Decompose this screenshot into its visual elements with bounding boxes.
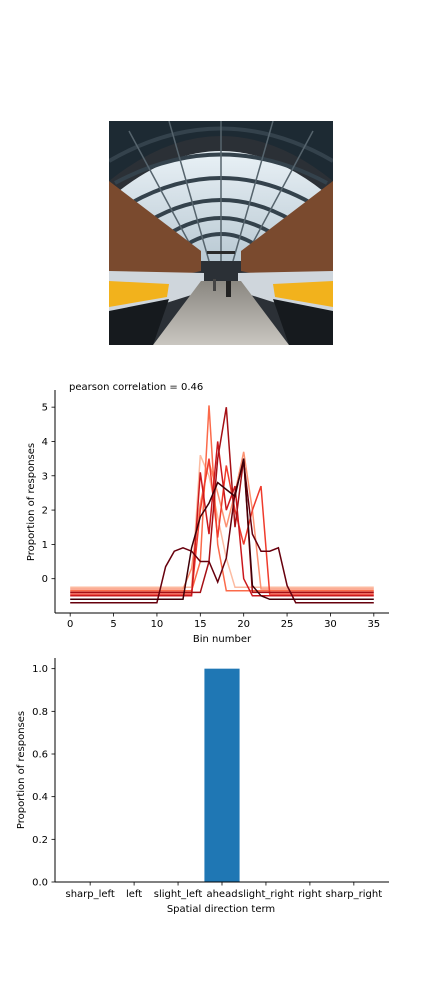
x-tick-label: left	[126, 889, 142, 900]
x-tick-label: 15	[194, 619, 207, 630]
y-tick-label: 1.0	[32, 664, 48, 675]
bar-ahead	[204, 668, 240, 882]
x-tick-label: 0	[67, 619, 73, 630]
line-chart-y-label: Proportion of responses	[26, 443, 37, 561]
y-tick-label: 0.2	[32, 835, 48, 846]
x-tick-label: 10	[151, 619, 164, 630]
y-tick-label: 0.0	[32, 878, 48, 889]
line-series-7	[70, 461, 374, 604]
x-tick-label: slight_right	[238, 889, 294, 900]
line-chart-x-label: Bin number	[193, 634, 252, 645]
bar-chart-y-ticks: 0.0 0.2 0.4 0.6 0.8 1.0	[32, 664, 55, 889]
line-series-3	[70, 405, 374, 592]
x-tick-label: sharp_left	[65, 889, 114, 900]
line-chart: pearson correlation = 0.46 0 5 10 15 20 25 30 3…	[26, 382, 389, 645]
train-station-photo	[109, 121, 333, 345]
x-tick-label: 35	[367, 619, 380, 630]
bar-chart-x-label: Spatial direction term	[167, 904, 275, 915]
x-tick-label: sharp_right	[326, 889, 383, 900]
line-chart-y-ticks: 0 1 2 3 4 5	[42, 403, 55, 585]
y-tick-label: 4	[42, 437, 48, 448]
line-series-2	[70, 451, 374, 590]
x-tick-label: 30	[324, 619, 337, 630]
line-series-5	[70, 441, 374, 597]
y-tick-label: 0.6	[32, 750, 48, 761]
line-chart-x-ticks: 0 5 10 15 20 25 30 35	[67, 613, 380, 630]
line-series-4	[70, 458, 374, 595]
y-tick-label: 1	[42, 540, 48, 551]
bar-chart: sharp_left left slight_left ahead slight_rig…	[16, 658, 389, 915]
bar-chart-y-label: Proportion of responses	[16, 711, 27, 829]
line-chart-title: pearson correlation = 0.46	[69, 382, 203, 393]
y-tick-label: 5	[42, 403, 48, 414]
y-tick-label: 0.4	[32, 792, 48, 803]
bar-chart-x-ticks: sharp_left left slight_left ahead slight_rig…	[65, 882, 382, 900]
line-series-1	[70, 454, 374, 589]
line-chart-series	[70, 405, 374, 604]
y-tick-label: 0.8	[32, 707, 48, 718]
line-series-8	[70, 458, 374, 601]
y-tick-label: 3	[42, 471, 48, 482]
x-tick-label: 25	[281, 619, 294, 630]
x-tick-label: slight_left	[154, 889, 203, 900]
y-tick-label: 0	[42, 574, 48, 585]
x-tick-label: right	[298, 889, 322, 900]
x-tick-label: 5	[110, 619, 116, 630]
y-tick-label: 2	[42, 506, 48, 517]
x-tick-label: ahead	[206, 889, 237, 900]
x-tick-label: 20	[237, 619, 250, 630]
line-series-6	[70, 407, 374, 594]
bar-chart-bars	[204, 668, 240, 882]
